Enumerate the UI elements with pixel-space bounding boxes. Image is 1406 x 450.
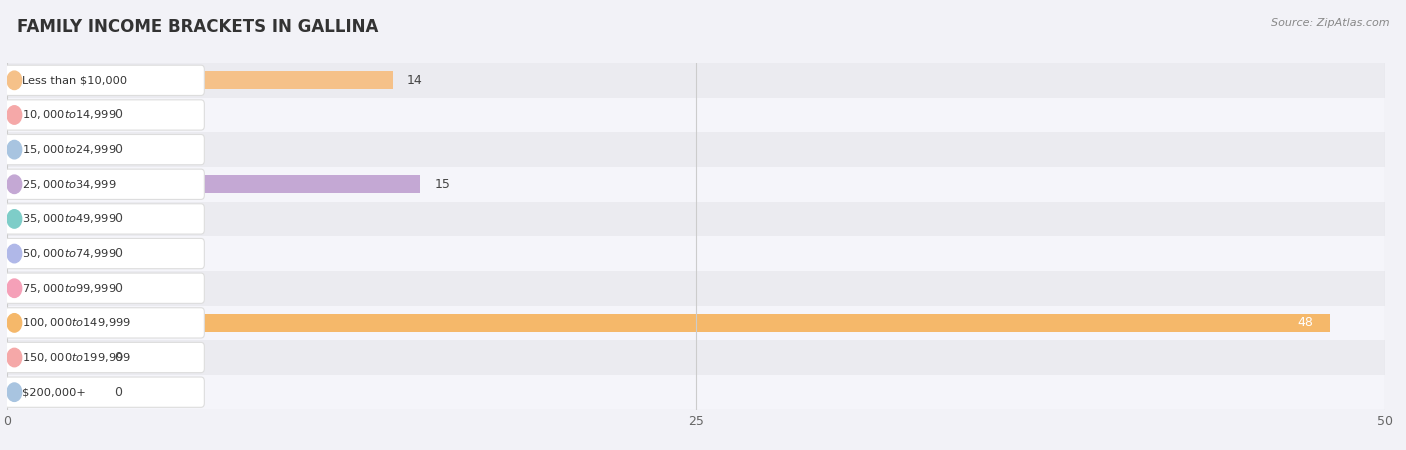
Circle shape: [7, 383, 21, 401]
Text: $75,000 to $99,999: $75,000 to $99,999: [22, 282, 117, 295]
Bar: [7, 202, 1385, 236]
FancyBboxPatch shape: [4, 377, 204, 407]
Text: $35,000 to $49,999: $35,000 to $49,999: [22, 212, 117, 225]
Circle shape: [7, 244, 21, 263]
FancyBboxPatch shape: [4, 308, 204, 338]
Bar: [7, 306, 1385, 340]
Bar: [7, 383, 104, 401]
Bar: [7, 236, 1385, 271]
Circle shape: [7, 175, 21, 194]
Text: 0: 0: [114, 351, 122, 364]
Text: 0: 0: [114, 212, 122, 225]
Text: 0: 0: [114, 282, 122, 295]
Text: 0: 0: [114, 108, 122, 122]
Text: $150,000 to $199,999: $150,000 to $199,999: [22, 351, 131, 364]
Text: $25,000 to $34,999: $25,000 to $34,999: [22, 178, 117, 191]
Text: $200,000+: $200,000+: [22, 387, 86, 397]
Bar: [7, 279, 104, 297]
Bar: [7, 132, 1385, 167]
Bar: [7, 340, 1385, 375]
FancyBboxPatch shape: [4, 273, 204, 303]
Text: $15,000 to $24,999: $15,000 to $24,999: [22, 143, 117, 156]
Bar: [7, 63, 1385, 98]
Text: 15: 15: [434, 178, 450, 191]
Text: Less than $10,000: Less than $10,000: [22, 75, 127, 86]
Bar: [7, 167, 1385, 202]
Text: Source: ZipAtlas.com: Source: ZipAtlas.com: [1271, 18, 1389, 28]
Bar: [7, 176, 420, 193]
Bar: [7, 314, 1330, 332]
Text: $10,000 to $14,999: $10,000 to $14,999: [22, 108, 117, 122]
Bar: [7, 210, 104, 228]
Bar: [7, 141, 104, 158]
Circle shape: [7, 106, 21, 124]
Text: 0: 0: [114, 386, 122, 399]
Text: $50,000 to $74,999: $50,000 to $74,999: [22, 247, 117, 260]
Bar: [7, 349, 104, 366]
FancyBboxPatch shape: [4, 342, 204, 373]
FancyBboxPatch shape: [4, 169, 204, 199]
Text: 0: 0: [114, 247, 122, 260]
Bar: [7, 271, 1385, 306]
Text: 0: 0: [114, 143, 122, 156]
FancyBboxPatch shape: [4, 238, 204, 269]
Bar: [7, 106, 104, 124]
Text: $100,000 to $149,999: $100,000 to $149,999: [22, 316, 131, 329]
Circle shape: [7, 348, 21, 367]
Circle shape: [7, 210, 21, 228]
Text: 48: 48: [1298, 316, 1313, 329]
Bar: [7, 245, 104, 262]
FancyBboxPatch shape: [4, 100, 204, 130]
Bar: [7, 98, 1385, 132]
FancyBboxPatch shape: [4, 204, 204, 234]
Bar: [7, 72, 392, 89]
Circle shape: [7, 279, 21, 297]
Bar: [7, 375, 1385, 410]
Circle shape: [7, 314, 21, 332]
FancyBboxPatch shape: [4, 135, 204, 165]
Circle shape: [7, 71, 21, 90]
Circle shape: [7, 140, 21, 159]
Text: FAMILY INCOME BRACKETS IN GALLINA: FAMILY INCOME BRACKETS IN GALLINA: [17, 18, 378, 36]
Text: 14: 14: [406, 74, 422, 87]
FancyBboxPatch shape: [4, 65, 204, 95]
